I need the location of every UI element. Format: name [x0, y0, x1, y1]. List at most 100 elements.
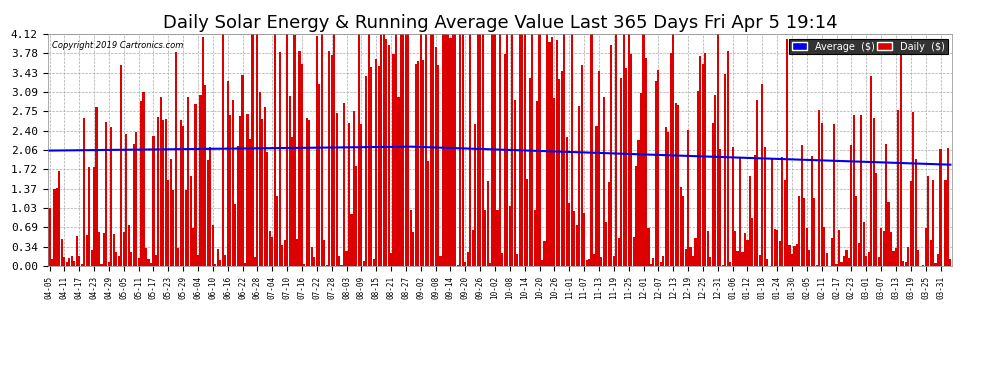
Bar — [652, 258, 654, 266]
Bar — [93, 167, 95, 266]
Bar — [623, 34, 625, 266]
Bar — [179, 120, 182, 266]
Bar — [548, 42, 550, 266]
Bar — [880, 228, 882, 266]
Bar — [306, 118, 308, 266]
Bar — [370, 68, 372, 266]
Bar — [638, 140, 640, 266]
Bar — [833, 124, 836, 266]
Bar — [743, 233, 746, 266]
Bar — [694, 238, 697, 266]
Bar — [271, 237, 273, 266]
Bar — [739, 157, 742, 266]
Bar — [258, 92, 261, 266]
Bar — [788, 245, 791, 266]
Bar — [895, 248, 897, 266]
Bar — [640, 93, 643, 266]
Bar — [251, 34, 253, 266]
Bar — [722, 265, 724, 266]
Bar — [209, 147, 212, 266]
Bar — [133, 144, 135, 266]
Bar — [360, 124, 362, 266]
Bar — [531, 34, 534, 266]
Bar — [263, 107, 266, 266]
Bar — [935, 263, 937, 266]
Bar — [276, 196, 278, 266]
Bar — [73, 261, 75, 266]
Bar — [174, 52, 177, 266]
Bar — [237, 146, 239, 266]
Bar — [164, 119, 167, 266]
Bar — [702, 64, 704, 266]
Bar — [380, 34, 382, 266]
Bar — [85, 235, 88, 266]
Bar — [446, 34, 449, 266]
Bar — [464, 262, 466, 266]
Bar — [318, 84, 321, 266]
Bar — [140, 101, 143, 266]
Bar — [207, 160, 209, 266]
Bar — [476, 34, 479, 266]
Bar — [783, 180, 786, 266]
Bar — [415, 64, 417, 266]
Bar — [100, 264, 103, 266]
Bar — [808, 251, 811, 266]
Bar — [699, 57, 702, 266]
Bar — [232, 100, 234, 266]
Bar — [432, 34, 435, 266]
Text: Copyright 2019 Cartronics.com: Copyright 2019 Cartronics.com — [52, 41, 183, 50]
Bar — [798, 196, 801, 266]
Bar — [105, 122, 108, 266]
Bar — [474, 124, 476, 266]
Bar — [852, 116, 855, 266]
Bar — [222, 34, 224, 266]
Bar — [615, 34, 618, 266]
Bar — [177, 248, 179, 266]
Bar — [524, 34, 526, 266]
Bar — [261, 119, 263, 266]
Bar — [536, 101, 539, 266]
Bar — [328, 51, 331, 266]
Bar — [451, 34, 454, 266]
Bar — [514, 100, 516, 266]
Bar — [949, 259, 951, 266]
Bar — [442, 34, 445, 266]
Bar — [806, 228, 808, 266]
Bar — [575, 225, 578, 266]
Bar — [595, 126, 598, 266]
Bar — [850, 145, 852, 266]
Bar — [570, 34, 573, 266]
Bar — [499, 34, 501, 266]
Bar — [907, 247, 910, 266]
Bar — [123, 232, 125, 266]
Bar — [870, 76, 872, 266]
Bar — [506, 34, 509, 266]
Bar — [897, 110, 900, 266]
Bar — [842, 256, 845, 266]
Bar — [662, 255, 664, 266]
Bar — [709, 258, 712, 266]
Bar — [145, 248, 148, 266]
Bar — [714, 95, 717, 266]
Bar — [449, 38, 451, 266]
Bar — [657, 70, 659, 266]
Bar — [461, 34, 464, 266]
Bar — [244, 263, 247, 266]
Bar — [266, 152, 268, 266]
Bar — [55, 189, 58, 266]
Bar — [887, 202, 890, 266]
Bar — [412, 232, 415, 266]
Bar — [440, 256, 442, 266]
Bar — [234, 204, 237, 266]
Bar — [253, 257, 256, 266]
Bar — [635, 166, 638, 266]
Bar — [301, 64, 303, 266]
Bar — [679, 187, 682, 266]
Bar — [204, 85, 207, 266]
Bar — [397, 97, 400, 266]
Bar — [78, 256, 80, 266]
Bar — [877, 256, 880, 266]
Bar — [687, 130, 689, 266]
Bar — [613, 256, 615, 266]
Bar — [583, 213, 585, 266]
